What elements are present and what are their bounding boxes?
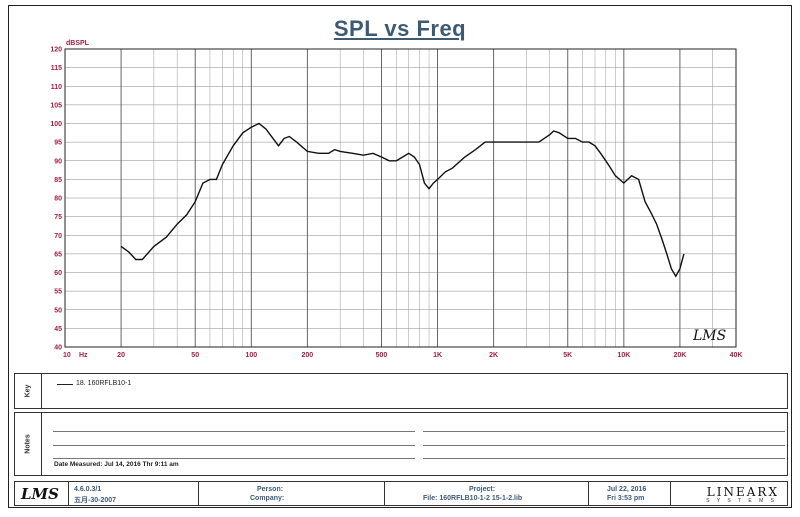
plot-border	[64, 48, 737, 348]
y-tick-label: 70	[54, 233, 62, 240]
notes-tab-label: Notes	[24, 434, 32, 454]
y-tick-label: 65	[54, 251, 62, 258]
person-label: Person:	[257, 486, 284, 493]
legend-tab-label: Key	[24, 384, 32, 398]
legend-panel: Key 18. 160RFLB10-1	[14, 373, 788, 409]
y-tick-label: 90	[54, 158, 62, 165]
x-unit-label: Hz	[79, 352, 88, 359]
note-line	[53, 458, 415, 459]
y-tick-label: 105	[50, 102, 62, 109]
x-tick-label: 20K	[674, 352, 687, 359]
x-tick-label: 500	[376, 352, 388, 359]
version-date: 五月-30-2007	[74, 497, 117, 504]
y-tick-label: 110	[51, 84, 62, 91]
chart-title: SPL vs Freq	[333, 16, 467, 41]
footer-date: Jul 22, 2016	[607, 486, 647, 493]
x-tick-label: 50	[191, 352, 199, 359]
version: 4.6.0.3/1	[74, 486, 102, 493]
note-line	[423, 431, 785, 432]
notes-tab: Notes	[15, 413, 42, 475]
company-label: Company:	[250, 495, 285, 502]
x-tick-label: 5K	[563, 352, 572, 359]
legend-tab: Key	[15, 374, 42, 408]
footer-project-cell: Project: File: 160RFLB10-1-2 15-1-2.lib	[385, 482, 589, 505]
linearx-logo: LINEARX	[706, 485, 779, 499]
file-label: File: 160RFLB10-1-2 15-1-2.lib	[423, 495, 523, 502]
footer-time: Fri 3:53 pm	[607, 495, 645, 502]
y-tick-label: 80	[54, 196, 62, 203]
note-line	[53, 431, 415, 432]
legend-swatch	[57, 384, 73, 385]
chart-grid	[64, 48, 737, 348]
project-label: Project:	[469, 486, 496, 493]
x-tick-label: 100	[245, 352, 257, 359]
window-frame	[8, 5, 792, 508]
legend-entry: 18. 160RFLB10-1	[76, 380, 132, 387]
x-tick-label: 20	[117, 352, 125, 359]
x-tick-label: 40K	[730, 352, 743, 359]
x-tick-label: 10K	[617, 352, 630, 359]
y-tick-label: 50	[54, 307, 62, 314]
footer-bar: LMS 4.6.0.3/1 五月-30-2007 Person: Company…	[14, 481, 788, 506]
footer-logo-cell: LMS	[15, 482, 69, 505]
note-line	[423, 445, 785, 446]
date-measured: Date Measured: Jul 14, 2016 Thr 9:11 am	[54, 461, 179, 468]
note-line	[423, 458, 785, 459]
x-tick-label: 2K	[489, 352, 498, 359]
x-tick-labels: 10 20 50 100 200 500 1K 2K 5K 10K 20K 40K	[63, 352, 742, 359]
y-tick-label: 85	[54, 177, 62, 184]
footer-person-cell: Person: Company:	[199, 482, 385, 505]
y-tick-label: 40	[54, 345, 62, 352]
footer-date-cell: Jul 22, 2016 Fri 3:53 pm	[589, 482, 671, 505]
x-tick-label: 10	[63, 352, 71, 359]
y-tick-label: 60	[54, 270, 62, 277]
y-tick-label: 95	[54, 140, 62, 147]
lms-logo: LMS	[21, 485, 59, 503]
y-unit-label: dBSPL	[66, 40, 90, 47]
y-tick-label: 45	[54, 326, 62, 333]
notes-panel: Notes Date Measured: Jul 14, 2016 Thr 9:…	[14, 412, 788, 476]
y-tick-label: 115	[51, 65, 62, 72]
linearx-subtitle: S Y S T E M S	[706, 498, 777, 504]
lms-watermark: LMS	[693, 328, 727, 344]
footer-version-cell: 4.6.0.3/1 五月-30-2007	[69, 482, 199, 505]
y-tick-label: 100	[50, 121, 62, 128]
spl-curve	[120, 122, 685, 278]
y-tick-labels: 40 45 50 55 60 65 70 75 80 85 90 95 100 105 110 115 120	[50, 47, 62, 352]
y-tick-label: 55	[54, 289, 62, 296]
note-line	[53, 445, 415, 446]
x-tick-label: 200	[302, 352, 314, 359]
y-tick-label: 75	[54, 214, 62, 221]
y-tick-label: 120	[50, 47, 62, 54]
x-tick-label: 1K	[433, 352, 442, 359]
